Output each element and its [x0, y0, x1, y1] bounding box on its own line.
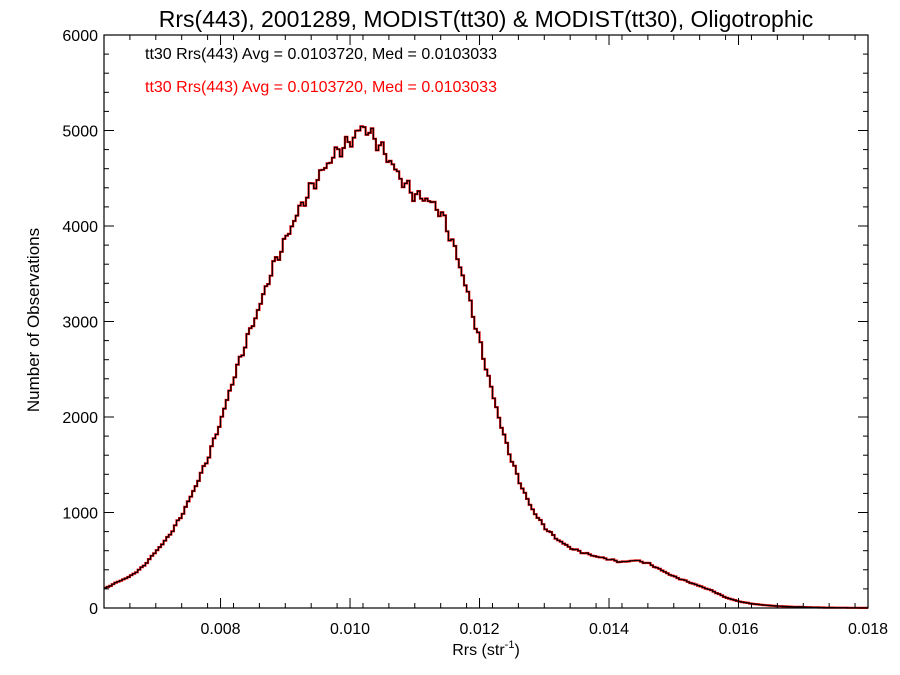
y-axis: 0 1000 2000 3000 4000 5000 6000 [62, 28, 868, 618]
legend-entry-red: tt30 Rrs(443) Avg = 0.0103720, Med = 0.0… [145, 79, 497, 96]
x-axis-label-close: ) [514, 642, 519, 659]
y-tick-label: 0 [89, 601, 98, 618]
y-axis-label: Number of Observations [24, 228, 43, 412]
y-tick-label: 3000 [62, 315, 98, 332]
y-tick-label: 4000 [62, 219, 98, 236]
x-tick-label: 0.008 [201, 621, 241, 638]
x-axis-label: Rrs (str-1) [452, 639, 520, 659]
y-tick-label: 2000 [62, 410, 98, 427]
y-tick-label: 1000 [62, 506, 98, 523]
y-tick-label: 5000 [62, 124, 98, 141]
series-layer [104, 125, 868, 609]
legend: tt30 Rrs(443) Avg = 0.0103720, Med = 0.0… [145, 46, 497, 96]
x-axis: 0.008 0.010 0.012 0.014 0.016 0.018 [103, 35, 888, 638]
x-tick-label: 0.014 [589, 621, 629, 638]
plot-frame [103, 34, 869, 609]
chart-title: Rrs(443), 2001289, MODIST(tt30) & MODIST… [159, 6, 813, 32]
y-tick-label: 6000 [62, 28, 98, 45]
x-axis-label-main: Rrs (str [452, 642, 505, 659]
x-tick-label: 0.016 [718, 621, 758, 638]
x-tick-label: 0.018 [848, 621, 888, 638]
legend-entry-black: tt30 Rrs(443) Avg = 0.0103720, Med = 0.0… [145, 46, 497, 63]
series-black-histogram [104, 125, 868, 609]
x-tick-label: 0.010 [330, 621, 370, 638]
x-tick-label: 0.012 [460, 621, 500, 638]
x-axis-label-superscript: -1 [505, 639, 515, 651]
series-red-histogram [104, 125, 868, 609]
